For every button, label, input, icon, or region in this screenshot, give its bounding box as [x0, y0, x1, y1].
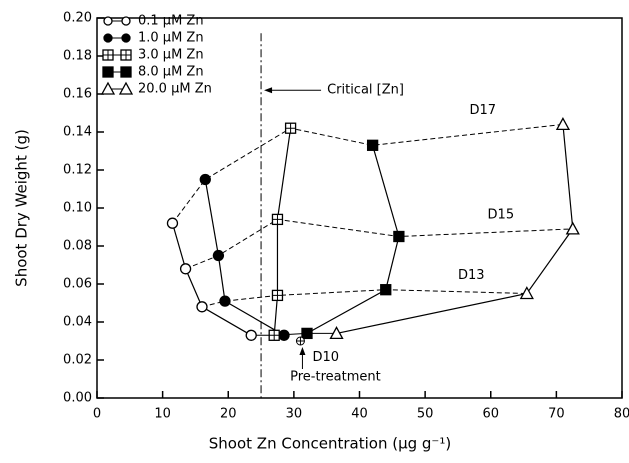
x-tick-label: 20: [220, 407, 237, 422]
marker: [100, 81, 116, 95]
x-tick-label: 80: [614, 407, 629, 422]
series-line: [273, 128, 292, 336]
marker: [103, 33, 113, 43]
x-tick-label: 30: [286, 407, 303, 422]
marker: [166, 217, 179, 229]
marker-cross: [272, 290, 283, 301]
y-tick-label: 0.04: [63, 315, 92, 330]
marker-cross: [272, 214, 283, 225]
marker: [393, 230, 405, 243]
marker-cross: [285, 123, 296, 134]
x-tick-label: 10: [154, 407, 171, 422]
marker: [118, 81, 134, 95]
marker: [219, 295, 231, 307]
marker: [179, 263, 192, 275]
y-axis-label: Shoot Dry Weight (g): [13, 129, 31, 287]
marker: [102, 66, 114, 78]
critical-label: Critical [Zn]: [327, 83, 404, 98]
series-line: [306, 145, 400, 334]
legend-label: 20.0 µM Zn: [138, 82, 212, 97]
y-tick-label: 0.08: [63, 239, 92, 254]
critical-arrowhead: [264, 87, 273, 94]
marker: [519, 286, 534, 300]
series-line: [171, 223, 252, 336]
x-tick-label: 50: [417, 407, 434, 422]
x-tick-label: 0: [93, 407, 101, 422]
marker: [245, 329, 257, 341]
day-line: [251, 332, 337, 336]
marker-cross: [121, 50, 131, 60]
series-line: [204, 179, 285, 336]
marker: [329, 326, 344, 340]
day-label: D15: [488, 207, 515, 222]
legend-label: 8.0 µM Zn: [138, 65, 204, 80]
marker: [565, 221, 580, 235]
pretreatment-label: Pre-treatment: [290, 370, 381, 385]
marker: [199, 173, 211, 186]
marker-cross: [103, 50, 113, 60]
y-tick-label: 0.02: [63, 353, 92, 368]
day-label: D17: [470, 103, 497, 118]
marker-cross: [269, 330, 280, 341]
marker: [121, 33, 131, 43]
y-tick-label: 0.12: [63, 163, 92, 178]
marker: [196, 301, 208, 313]
day-label: D13: [458, 268, 485, 283]
day-line: [185, 218, 573, 270]
day-label: D10: [312, 350, 339, 365]
legend-label: 3.0 µM Zn: [138, 48, 204, 63]
x-axis-label: Shoot Zn Concentration (µg g⁻¹): [209, 435, 451, 453]
marker: [555, 117, 571, 131]
legend-label: 1.0 µM Zn: [138, 31, 204, 46]
x-tick-label: 40: [351, 407, 368, 422]
marker: [380, 284, 392, 296]
x-tick-label: 60: [482, 407, 499, 422]
y-tick-label: 0.18: [63, 49, 92, 64]
y-tick-label: 0.10: [63, 201, 92, 216]
pretreatment-arrowhead: [299, 347, 306, 355]
marker: [121, 16, 131, 26]
y-tick-label: 0.20: [63, 11, 92, 26]
marker: [103, 16, 113, 26]
y-tick-label: 0.14: [63, 125, 92, 140]
marker: [120, 66, 132, 78]
marker: [366, 139, 379, 151]
y-tick-label: 0.06: [63, 277, 92, 292]
y-tick-label: 0.16: [63, 87, 92, 102]
marker: [278, 329, 290, 341]
legend-label: 0.1 µM Zn: [138, 14, 204, 29]
pretreatment-star: [296, 337, 305, 345]
marker: [212, 249, 225, 262]
y-tick-label: 0.00: [63, 391, 92, 406]
series-line: [336, 124, 574, 334]
marker: [301, 327, 313, 340]
x-tick-label: 70: [548, 407, 565, 422]
